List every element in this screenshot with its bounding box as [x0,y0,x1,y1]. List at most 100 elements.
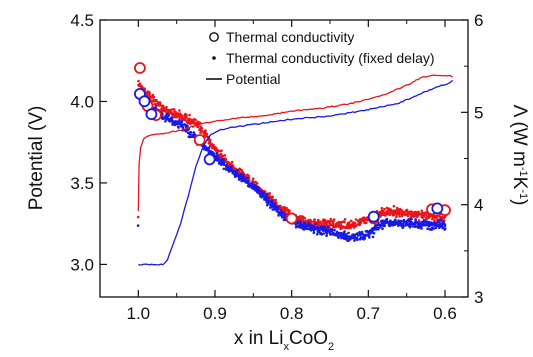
fixed-delay-point [270,202,274,205]
series-blue-conductivity [133,88,444,223]
fixed-delay-point [380,206,384,210]
fixed-delay-point [325,222,328,226]
fixed-delay-point [252,181,255,184]
fixed-delay-point [358,231,362,235]
fixed-delay-point [180,114,184,117]
fixed-delay-point [208,138,212,142]
fixed-delay-point [354,224,358,228]
fixed-delay-point [212,143,215,147]
y-tick-label-left: 4.5 [70,11,94,30]
fixed-delay-point [356,219,360,223]
fixed-delay-point [176,114,180,118]
fixed-delay-point [212,152,216,155]
fixed-delay-point [299,220,303,223]
y-tick-label-left: 3.5 [70,174,94,193]
fixed-delay-point [401,222,405,226]
potential-line-red [137,74,454,212]
fixed-delay-point [443,223,447,226]
fixed-delay-point [219,152,223,156]
fixed-delay-point [191,119,195,123]
fixed-delay-point [221,157,225,161]
fixed-delay-point [215,151,219,155]
fixed-delay-point [370,228,374,231]
fixed-delay-point [262,192,265,196]
fixed-delay-point [246,180,250,183]
fixed-delay-point [152,95,155,99]
fixed-delay-point [240,169,244,172]
fixed-delay-point [437,220,441,224]
fixed-delay-point [298,223,302,227]
fixed-delay-point [259,190,263,194]
fixed-delay-point [388,213,392,216]
fixed-delay-point [323,218,326,222]
fixed-delay-point [222,167,226,171]
fixed-delay-point [188,113,191,117]
fixed-delay-point [180,123,184,127]
fixed-delay-point [354,237,358,240]
fixed-delay-point [343,220,346,224]
fixed-delay-point [227,168,230,172]
fixed-delay-point [329,217,333,221]
fixed-delay-point [280,216,284,219]
fixed-delay-point [344,237,348,241]
y-tick-label-right: 5 [474,103,483,122]
fixed-delay-point [301,215,304,218]
fixed-delay-point [347,231,350,235]
fixed-delay-point [362,238,366,241]
fixed-delay-point [312,231,316,234]
fixed-delay-point [321,220,325,224]
fixed-delay-point [322,232,326,235]
fixed-delay-point [163,116,167,119]
conductivity-marker [145,108,158,121]
fixed-delay-point [158,101,162,104]
fixed-delay-point [385,213,388,216]
potential-line-blue [138,79,454,266]
fixed-delay-point [386,209,389,213]
conductivity-marker [193,134,206,146]
fixed-delay-point [343,230,346,233]
y-tick-label-right: 6 [474,11,483,30]
conductivity-marker [431,202,444,215]
fixed-delay-point [434,226,438,230]
fixed-delay-point [148,92,151,95]
fixed-delay-point [196,125,200,129]
fixed-delay-point [255,182,259,185]
fixed-delay-point [199,126,203,129]
fixed-delay-point [178,119,181,122]
fixed-delay-point [349,226,352,230]
y-tick-label-right: 3 [474,288,483,307]
fixed-delay-point [274,207,278,211]
fixed-delay-point [385,217,389,221]
fixed-delay-point [188,122,192,125]
x-tick-label: 1.0 [127,304,151,323]
fixed-delay-point [347,237,351,240]
x-axis-title: x in LixCoO2 [234,328,334,353]
fixed-delay-point [333,228,336,232]
fixed-delay-point [418,223,421,227]
fixed-delay-point [400,214,404,218]
fixed-delay-point [424,213,428,217]
x-tick-label: 0.8 [280,304,304,323]
fixed-delay-point [329,220,332,223]
legend-marker-dot [212,56,216,60]
fixed-delay-point [352,226,356,229]
fixed-delay-point [417,219,421,222]
fixed-delay-point [285,206,288,210]
fixed-delay-point [337,235,340,239]
fixed-delay-point [309,221,313,224]
fixed-delay-point [220,149,223,152]
fixed-delay-point [425,220,429,223]
fixed-delay-point [307,224,311,228]
fixed-delay-point [325,234,328,237]
fixed-delay-point [276,206,280,209]
fixed-delay-point [436,214,440,218]
fixed-delay-point [178,109,181,112]
conductivity-marker [138,95,151,108]
fixed-delay-point [270,200,274,203]
fixed-delay-point [199,131,202,134]
fixed-delay-point [349,219,353,223]
fixed-delay-point [156,101,160,104]
fixed-delay-point [175,112,179,115]
fixed-delay-point [430,227,434,230]
fixed-delay-point [167,114,170,118]
